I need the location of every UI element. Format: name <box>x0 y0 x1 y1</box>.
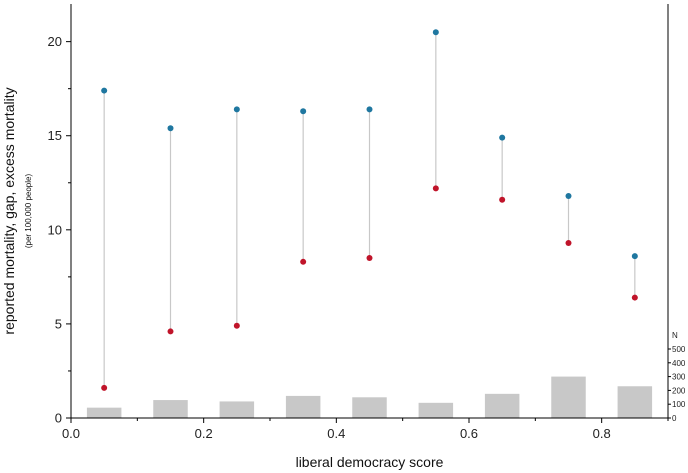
y-tick-label: 10 <box>48 222 62 237</box>
reported-mortality-point <box>565 239 572 246</box>
n-tick-label: 400 <box>672 359 686 368</box>
excess-mortality-point <box>300 108 307 115</box>
n-tick-label: 200 <box>672 386 686 395</box>
n-tick-label: 500 <box>672 345 686 354</box>
reported-mortality-point <box>167 328 174 335</box>
y-tick-label: 0 <box>55 411 62 426</box>
excess-mortality-point <box>499 134 506 141</box>
n-bars-group <box>86 376 653 418</box>
excess-mortality-point <box>366 106 373 113</box>
n-bar <box>219 401 255 418</box>
n-bar <box>418 402 454 418</box>
excess-mortality-point <box>631 253 638 260</box>
labels-group: liberal democracy score reported mortali… <box>1 87 678 470</box>
n-axis-title: N <box>672 331 678 340</box>
excess-mortality-point <box>233 106 240 113</box>
gap-lines-group <box>103 32 636 388</box>
reported-mortality-point <box>432 185 439 192</box>
n-bar <box>153 400 188 418</box>
reported-mortality-point <box>233 322 240 329</box>
n-bar <box>484 393 520 418</box>
n-tick-label: 100 <box>672 400 686 409</box>
y-tick-label: 5 <box>55 316 62 331</box>
excess-mortality-point <box>101 87 108 94</box>
reported-mortality-point <box>631 294 638 301</box>
n-bar <box>617 386 653 418</box>
x-tick-label: 0.0 <box>62 426 80 441</box>
reported-mortality-point <box>499 196 506 203</box>
excess-mortality-point <box>565 192 572 199</box>
x-tick-label: 0.6 <box>460 426 478 441</box>
excess-mortality-point <box>167 125 174 132</box>
y-axis-subtitle: (per 100,000 people) <box>24 174 33 249</box>
points-group <box>101 29 638 391</box>
reported-mortality-point <box>101 384 108 391</box>
n-bar <box>285 395 321 418</box>
x-axis-title: liberal democracy score <box>296 454 444 470</box>
n-tick-label: 0 <box>672 414 677 423</box>
n-bar <box>86 407 122 418</box>
x-tick-label: 0.4 <box>327 426 345 441</box>
n-tick-label: 300 <box>672 373 686 382</box>
excess-mortality-point <box>432 29 439 36</box>
reported-mortality-point <box>300 258 307 265</box>
x-tick-label: 0.8 <box>593 426 611 441</box>
n-bar <box>352 397 387 418</box>
reported-mortality-point <box>366 255 373 262</box>
y-tick-label: 20 <box>48 34 62 49</box>
y-tick-label: 15 <box>48 128 62 143</box>
x-tick-label: 0.2 <box>195 426 213 441</box>
n-bar <box>551 376 586 418</box>
y-axis-title: reported mortality, gap, excess mortalit… <box>1 87 17 334</box>
